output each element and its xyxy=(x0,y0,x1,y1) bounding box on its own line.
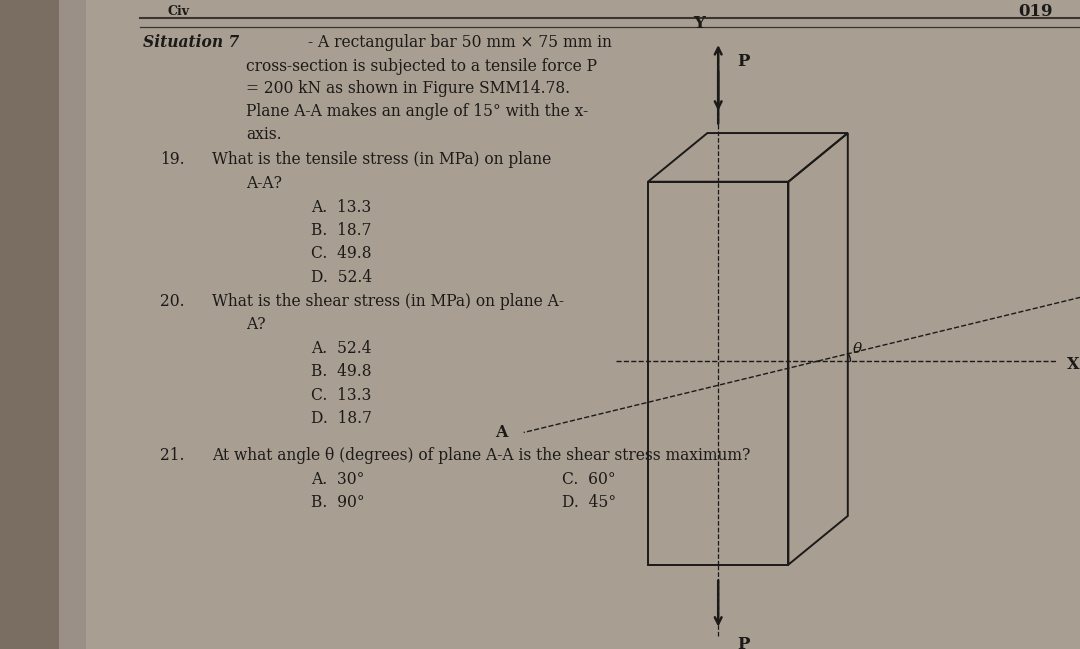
Text: D.  18.7: D. 18.7 xyxy=(311,410,372,427)
Text: C.  60°: C. 60° xyxy=(562,471,616,488)
Text: A.  13.3: A. 13.3 xyxy=(311,199,372,215)
Text: D.  45°: D. 45° xyxy=(562,495,616,511)
Text: 19.: 19. xyxy=(160,151,185,168)
Text: 21.: 21. xyxy=(160,447,185,464)
Text: 019: 019 xyxy=(1018,3,1053,20)
Text: A?: A? xyxy=(246,316,266,333)
Text: A-A?: A-A? xyxy=(246,175,282,191)
Text: Plane A-A makes an angle of 15° with the x-: Plane A-A makes an angle of 15° with the… xyxy=(246,103,589,120)
Text: axis.: axis. xyxy=(246,126,282,143)
Text: C.  49.8: C. 49.8 xyxy=(311,245,372,262)
Text: B.  49.8: B. 49.8 xyxy=(311,363,372,380)
Text: Situation 7: Situation 7 xyxy=(143,34,239,51)
Text: A.  30°: A. 30° xyxy=(311,471,364,488)
Text: Y: Y xyxy=(693,16,704,32)
Text: cross-section is subjected to a tensile force P: cross-section is subjected to a tensile … xyxy=(246,58,597,75)
Text: θ: θ xyxy=(853,342,862,356)
Bar xyxy=(59,0,86,649)
Text: D.  52.4: D. 52.4 xyxy=(311,269,373,286)
Text: = 200 kN as shown in Figure SMM14.78.: = 200 kN as shown in Figure SMM14.78. xyxy=(246,80,570,97)
Text: Civ: Civ xyxy=(167,5,189,18)
Text: B.  18.7: B. 18.7 xyxy=(311,222,372,239)
Text: 20.: 20. xyxy=(160,293,185,310)
Text: What is the shear stress (in MPa) on plane A-: What is the shear stress (in MPa) on pla… xyxy=(212,293,564,310)
Text: C.  13.3: C. 13.3 xyxy=(311,387,372,404)
Text: A.  52.4: A. 52.4 xyxy=(311,340,372,357)
Text: X: X xyxy=(1067,356,1079,373)
Text: B.  90°: B. 90° xyxy=(311,495,365,511)
Text: P: P xyxy=(738,636,750,649)
Text: - A rectangular bar 50 mm × 75 mm in: - A rectangular bar 50 mm × 75 mm in xyxy=(308,34,611,51)
Text: A: A xyxy=(495,424,508,441)
Text: What is the tensile stress (in MPa) on plane: What is the tensile stress (in MPa) on p… xyxy=(212,151,551,168)
Text: P: P xyxy=(738,53,750,70)
Text: At what angle θ (degrees) of plane A-A is the shear stress maximum?: At what angle θ (degrees) of plane A-A i… xyxy=(212,447,750,464)
Bar xyxy=(0,0,59,649)
